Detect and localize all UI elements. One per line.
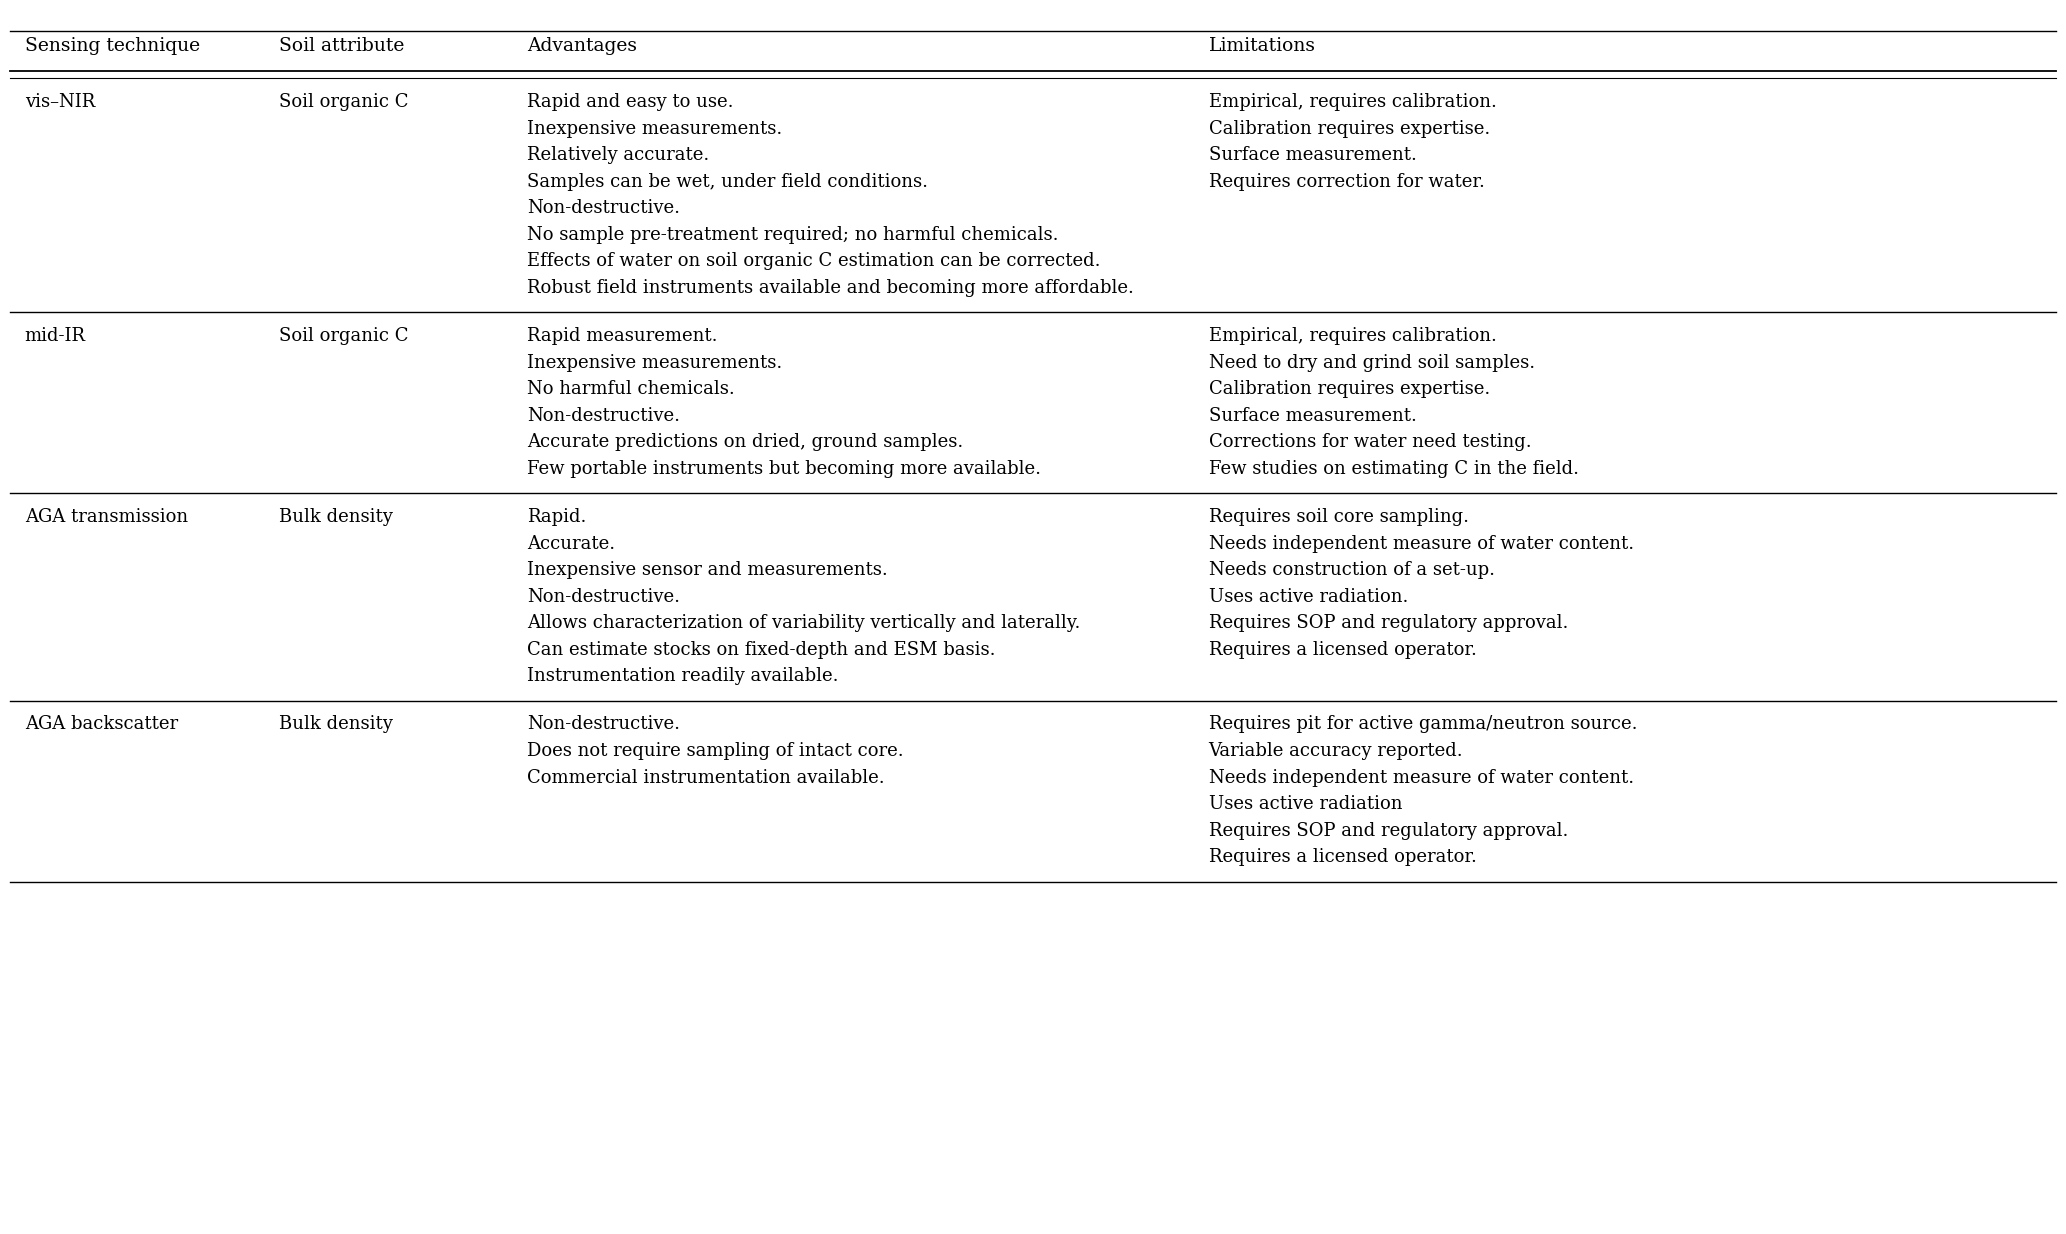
Text: Uses active radiation.: Uses active radiation. — [1209, 587, 1409, 606]
Text: Surface measurement.: Surface measurement. — [1209, 407, 1417, 424]
Text: Requires SOP and regulatory approval.: Requires SOP and regulatory approval. — [1209, 615, 1568, 632]
Text: Soil attribute: Soil attribute — [279, 37, 405, 56]
Text: Soil organic C: Soil organic C — [279, 94, 409, 111]
Text: Requires a licensed operator.: Requires a licensed operator. — [1209, 848, 1477, 866]
Text: No sample pre-treatment required; no harmful chemicals.: No sample pre-treatment required; no har… — [527, 226, 1058, 244]
Text: Accurate predictions on dried, ground samples.: Accurate predictions on dried, ground sa… — [527, 433, 963, 452]
Text: Few portable instruments but becoming more available.: Few portable instruments but becoming mo… — [527, 460, 1041, 478]
Text: Needs construction of a set-up.: Needs construction of a set-up. — [1209, 561, 1494, 579]
Text: Needs independent measure of water content.: Needs independent measure of water conte… — [1209, 534, 1634, 553]
Text: Bulk density: Bulk density — [279, 508, 393, 526]
Text: Non-destructive.: Non-destructive. — [527, 407, 680, 424]
Text: Rapid.: Rapid. — [527, 508, 587, 526]
Text: Uses active radiation: Uses active radiation — [1209, 795, 1403, 813]
Text: Does not require sampling of intact core.: Does not require sampling of intact core… — [527, 742, 903, 760]
Text: Need to dry and grind soil samples.: Need to dry and grind soil samples. — [1209, 354, 1535, 371]
Text: Inexpensive sensor and measurements.: Inexpensive sensor and measurements. — [527, 561, 888, 579]
Text: Non-destructive.: Non-destructive. — [527, 199, 680, 217]
Text: Empirical, requires calibration.: Empirical, requires calibration. — [1209, 327, 1496, 346]
Text: AGA backscatter: AGA backscatter — [25, 716, 178, 733]
Text: Samples can be wet, under field conditions.: Samples can be wet, under field conditio… — [527, 173, 928, 191]
Text: Relatively accurate.: Relatively accurate. — [527, 146, 709, 164]
Text: Requires SOP and regulatory approval.: Requires SOP and regulatory approval. — [1209, 822, 1568, 839]
Text: Empirical, requires calibration.: Empirical, requires calibration. — [1209, 94, 1496, 111]
Text: Rapid and easy to use.: Rapid and easy to use. — [527, 94, 733, 111]
Text: Few studies on estimating C in the field.: Few studies on estimating C in the field… — [1209, 460, 1578, 478]
Text: Soil organic C: Soil organic C — [279, 327, 409, 346]
Text: Calibration requires expertise.: Calibration requires expertise. — [1209, 380, 1490, 399]
Text: Robust field instruments available and becoming more affordable.: Robust field instruments available and b… — [527, 279, 1134, 297]
Text: Requires correction for water.: Requires correction for water. — [1209, 173, 1485, 191]
Text: Limitations: Limitations — [1209, 37, 1316, 56]
Text: Non-destructive.: Non-destructive. — [527, 716, 680, 733]
Text: Rapid measurement.: Rapid measurement. — [527, 327, 717, 346]
Text: No harmful chemicals.: No harmful chemicals. — [527, 380, 735, 399]
Text: Bulk density: Bulk density — [279, 716, 393, 733]
Text: Requires soil core sampling.: Requires soil core sampling. — [1209, 508, 1469, 526]
Text: AGA transmission: AGA transmission — [25, 508, 188, 526]
Text: Surface measurement.: Surface measurement. — [1209, 146, 1417, 164]
Text: Advantages: Advantages — [527, 37, 636, 56]
Text: Commercial instrumentation available.: Commercial instrumentation available. — [527, 769, 884, 786]
Text: Instrumentation readily available.: Instrumentation readily available. — [527, 668, 839, 685]
Text: Accurate.: Accurate. — [527, 534, 616, 553]
Text: Allows characterization of variability vertically and laterally.: Allows characterization of variability v… — [527, 615, 1081, 632]
Text: Inexpensive measurements.: Inexpensive measurements. — [527, 120, 783, 138]
Text: Requires a licensed operator.: Requires a licensed operator. — [1209, 640, 1477, 659]
Text: mid-IR: mid-IR — [25, 327, 87, 346]
Text: Needs independent measure of water content.: Needs independent measure of water conte… — [1209, 769, 1634, 786]
Text: Effects of water on soil organic C estimation can be corrected.: Effects of water on soil organic C estim… — [527, 252, 1101, 270]
Text: vis–NIR: vis–NIR — [25, 94, 95, 111]
Text: Non-destructive.: Non-destructive. — [527, 587, 680, 606]
Text: Can estimate stocks on fixed-depth and ESM basis.: Can estimate stocks on fixed-depth and E… — [527, 640, 996, 659]
Text: Inexpensive measurements.: Inexpensive measurements. — [527, 354, 783, 371]
Text: Calibration requires expertise.: Calibration requires expertise. — [1209, 120, 1490, 138]
Text: Variable accuracy reported.: Variable accuracy reported. — [1209, 742, 1463, 760]
Text: Sensing technique: Sensing technique — [25, 37, 200, 56]
Text: Corrections for water need testing.: Corrections for water need testing. — [1209, 433, 1531, 452]
Text: Requires pit for active gamma/neutron source.: Requires pit for active gamma/neutron so… — [1209, 716, 1636, 733]
